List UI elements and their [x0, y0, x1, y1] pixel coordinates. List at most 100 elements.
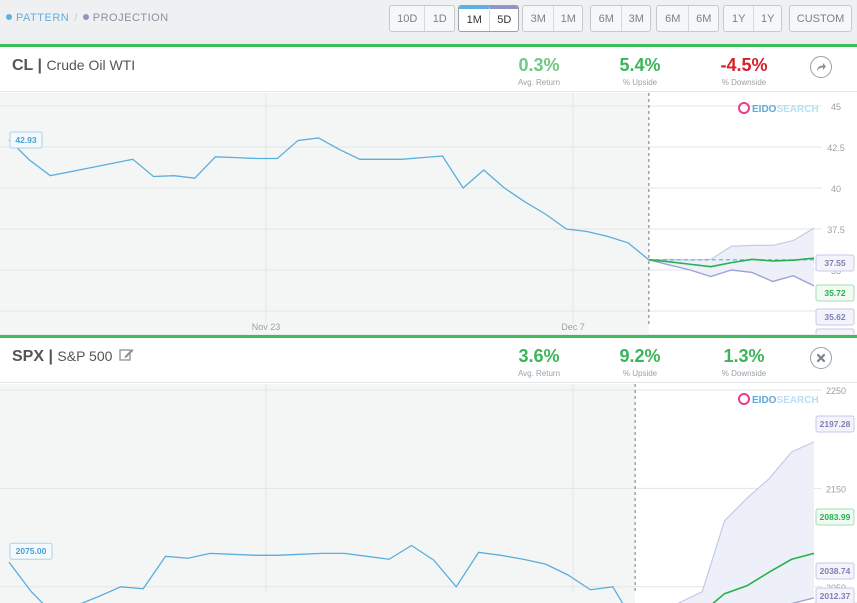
watermark-text: EIDOSEARCH: [752, 104, 819, 115]
y-tick-label: 2250: [826, 386, 846, 396]
lower-bound-callout: 34.03: [815, 328, 855, 334]
range-button-3m[interactable]: 3M: [530, 12, 546, 25]
y-tick-label: 2150: [826, 484, 846, 494]
share-arrow-icon[interactable]: [810, 56, 832, 78]
y-tick-label: 40: [831, 184, 841, 194]
pattern-area-background: [0, 93, 649, 334]
start-value-callout: 42.93: [9, 131, 43, 149]
chart-panel-cl: CL | Crude Oil WTI 0.3% Avg. Return 5.4%…: [0, 44, 857, 334]
watermark-logo-icon: [738, 393, 750, 405]
y-tick-label: 42.5: [827, 143, 845, 153]
range-group-3m-1m: 3M 1M: [522, 5, 583, 32]
x-tick-label: Nov 23: [252, 322, 281, 332]
custom-range-button[interactable]: CUSTOM: [789, 5, 852, 32]
start-value-callout-text: 2075.00: [16, 546, 47, 556]
y-tick-label: 45: [831, 102, 841, 112]
current-level-callout: 2012.37: [815, 587, 855, 603]
upside-value: 5.4%: [619, 55, 661, 75]
start-value-callout-text: 42.93: [15, 135, 37, 145]
x-tick-label: Dec 7: [561, 322, 585, 332]
median-value-callout: 35.72: [815, 284, 855, 302]
median-value-callout-box: [815, 508, 855, 526]
ticker-separator: |: [37, 57, 42, 74]
current-level-callout-text: 35.62: [824, 312, 846, 322]
projection-median-line: [712, 552, 815, 603]
close-circle-icon[interactable]: [810, 347, 832, 369]
lower-bound-callout-text: 2038.74: [820, 566, 851, 576]
range-button-1y[interactable]: 1Y: [732, 12, 746, 25]
upper-bound-callout: 37.55: [815, 254, 855, 272]
range-button-6m[interactable]: 6M: [598, 12, 614, 25]
edit-icon[interactable]: [119, 348, 134, 367]
median-value-callout-text: 35.72: [824, 288, 846, 298]
avg-return-value: 0.3%: [518, 55, 560, 75]
current-level-callout-box: [815, 308, 855, 326]
range-button-1y-projection[interactable]: 1Y: [753, 6, 781, 31]
upside-stat: 9.2% % Upside: [600, 346, 680, 378]
start-value-callout: 2075.00: [9, 542, 53, 560]
range-button-6m-pattern[interactable]: 6M: [665, 12, 681, 25]
lower-bound-callout: 2038.74: [815, 562, 855, 580]
downside-stat: -4.5% % Downside: [704, 55, 784, 87]
projection-dot-icon: [82, 14, 89, 20]
range-button-6m-projection[interactable]: 6M: [688, 6, 718, 31]
downside-label: % Downside: [721, 369, 767, 378]
range-button-5d[interactable]: 5D: [489, 6, 518, 31]
watermark-text: EIDOSEARCH: [752, 395, 819, 406]
avg-return-value: 3.6%: [518, 346, 560, 366]
downside-label: % Downside: [721, 78, 767, 87]
projection-upper-line: [677, 441, 815, 603]
projection-median-line: [648, 257, 815, 268]
start-value-callout-box: [9, 542, 53, 560]
range-group-10d-1d: 10D 1D: [389, 5, 455, 32]
upper-bound-callout-box: [815, 415, 855, 433]
downside-stat: 1.3% % Downside: [704, 346, 784, 378]
lower-bound-callout-box: [815, 562, 855, 580]
upside-label: % Upside: [622, 78, 658, 87]
current-level-callout-box: [815, 587, 855, 603]
projection-upper-line: [648, 227, 815, 261]
upper-bound-callout-text: 2197.28: [820, 419, 851, 429]
avg-return-label: Avg. Return: [517, 78, 561, 87]
avg-return-stat: 3.6% Avg. Return: [499, 346, 579, 378]
start-value-callout-box: [9, 131, 43, 149]
range-group-6m-3m: 6M 3M: [590, 5, 651, 32]
panel-header: CL | Crude Oil WTI 0.3% Avg. Return 5.4%…: [0, 47, 857, 92]
range-button-1m[interactable]: 1M: [459, 6, 490, 31]
y-tick-label: 37.5: [827, 225, 845, 235]
downside-value: -4.5%: [720, 55, 768, 75]
legend-pattern: PATTERN: [16, 12, 70, 24]
upper-bound-callout: 2197.28: [815, 415, 855, 433]
range-button-3m-projection[interactable]: 3M: [621, 6, 650, 31]
pattern-dot-icon: [6, 14, 12, 20]
projection-band-fill: [648, 228, 814, 286]
pattern-area-background: [0, 384, 636, 603]
lower-bound-callout-text: 34.03: [824, 332, 846, 334]
range-button-1m-projection[interactable]: 1M: [553, 6, 582, 31]
avg-return-label: Avg. Return: [517, 369, 561, 378]
watermark-logo-icon: [738, 102, 750, 114]
ticker-symbol: SPX: [12, 348, 45, 365]
projection-area-background: [648, 93, 814, 334]
avg-return-stat: 0.3% Avg. Return: [499, 55, 579, 87]
projection-band-fill: [678, 441, 814, 603]
upside-value: 9.2%: [619, 346, 661, 366]
toolbar: PATTERN / PROJECTION 10D 1D 1M 5D 3M 1M 6M…: [0, 0, 857, 40]
upside-label: % Upside: [622, 369, 658, 378]
panel-header: SPX | S&P 500 3.6% Avg. Return 9.2% % Up…: [0, 338, 857, 383]
panel-title: CL | Crude Oil WTI: [12, 57, 135, 75]
range-button-1d[interactable]: 1D: [424, 6, 454, 31]
median-value-callout-text: 2083.99: [820, 512, 851, 522]
instrument-name: S&P 500: [57, 348, 113, 364]
current-level-callout-text: 2012.37: [820, 591, 851, 601]
median-value-callout-box: [815, 284, 855, 302]
chart-panel-spx: SPX | S&P 500 3.6% Avg. Return 9.2% % Up…: [0, 335, 857, 603]
ticker-symbol: CL: [12, 57, 34, 74]
upside-stat: 5.4% % Upside: [600, 55, 680, 87]
pattern-line: [8, 544, 624, 603]
lower-bound-callout-box: [815, 328, 855, 334]
range-button-10d[interactable]: 10D: [397, 12, 418, 25]
eidosearch-watermark: EIDOSEARCH: [738, 393, 819, 406]
range-group-1m-5d: 1M 5D: [458, 5, 519, 32]
